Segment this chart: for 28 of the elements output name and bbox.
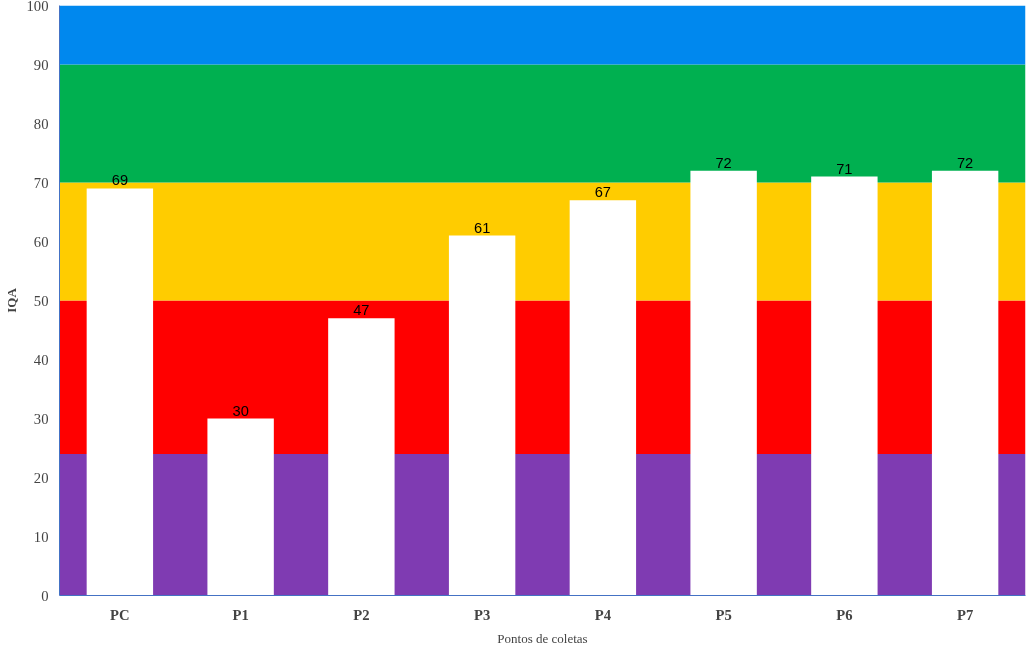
y-tick-label: 90 [33, 56, 49, 73]
x-tick-label: P2 [353, 606, 370, 623]
y-tick-label: 10 [33, 528, 49, 545]
x-tick-label: P3 [473, 606, 491, 623]
x-tick-label: P6 [836, 606, 853, 623]
y-tick-label: 50 [33, 292, 49, 309]
data-label: 72 [715, 154, 732, 171]
x-tick-label: P4 [594, 606, 612, 623]
y-tick-label: 60 [33, 233, 49, 250]
x-tick-label: PC [110, 606, 130, 623]
data-label: 67 [594, 184, 612, 201]
data-label: 47 [353, 302, 370, 319]
y-tick-label: 20 [33, 469, 49, 486]
x-tick-label: P1 [232, 606, 249, 623]
y-tick-label: 70 [33, 174, 49, 191]
y-tick-label: 0 [41, 587, 49, 604]
y-tick-label: 40 [33, 351, 49, 368]
y-tick-label: 80 [33, 115, 49, 132]
data-label: 30 [232, 402, 249, 419]
x-axis-title: Pontos de coletas [497, 630, 588, 646]
y-tick-label: 30 [33, 410, 49, 427]
x-tick-label: P5 [715, 606, 732, 623]
y-axis-title: IQA [3, 287, 19, 313]
data-label: 61 [473, 219, 491, 236]
data-label: 72 [956, 154, 974, 171]
x-tick-label: P7 [956, 606, 974, 623]
data-label: 71 [836, 160, 853, 177]
y-tick-label: 100 [26, 0, 49, 14]
